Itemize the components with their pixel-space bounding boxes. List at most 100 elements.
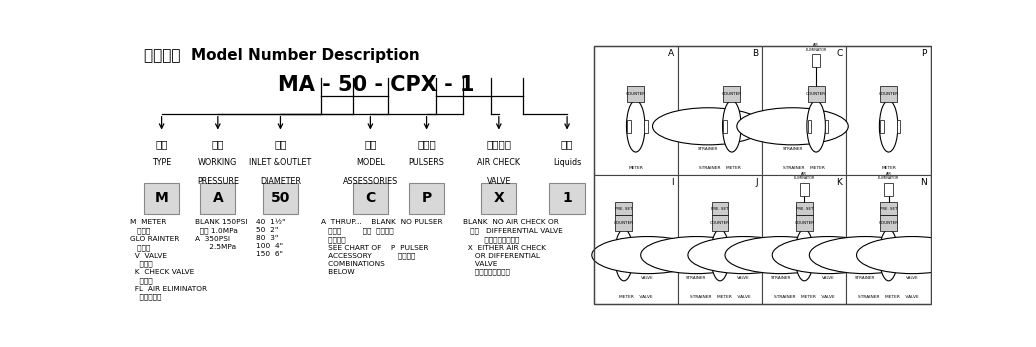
Text: 压力: 压力	[211, 139, 224, 149]
Text: M: M	[154, 191, 169, 205]
Text: A: A	[668, 49, 673, 58]
Text: STRAINER: STRAINER	[698, 147, 718, 151]
Bar	[796, 249, 800, 262]
Text: STRAINER    METER: STRAINER METER	[699, 167, 741, 170]
Bar	[678, 46, 762, 175]
Text: STRAINER    METER    VALVE: STRAINER METER VALVE	[774, 295, 835, 299]
Bar	[897, 120, 900, 133]
Text: M  METER
   流量计
GLO RAINTER
   过滤器
  V  VALVE
    双控阀
  K  CHECK VALVE
    止回阀
 : M METER 流量计 GLO RAINTER 过滤器 V VALVE 双控阀 …	[130, 219, 206, 301]
Bar	[800, 183, 808, 196]
Text: AIR
ELIMINATOR: AIR ELIMINATOR	[805, 43, 827, 52]
Circle shape	[857, 237, 968, 274]
Ellipse shape	[807, 101, 826, 152]
Text: 型号说明  Model Number Description: 型号说明 Model Number Description	[144, 48, 420, 63]
Bar	[594, 175, 678, 304]
Text: BLANK 150PSI
  空白 1.0MPa
A  350PSI
      2.5MPa: BLANK 150PSI 空白 1.0MPa A 350PSI 2.5MPa	[196, 219, 248, 250]
Text: MA - 50 - CPX - 1: MA - 50 - CPX - 1	[278, 75, 474, 95]
Text: VALVE: VALVE	[905, 276, 919, 280]
Text: INLET &OUTLET: INLET &OUTLET	[250, 158, 312, 167]
Text: PULSERS: PULSERS	[408, 158, 444, 167]
Text: Liquids: Liquids	[553, 158, 581, 167]
Text: 口径: 口径	[275, 139, 287, 149]
Text: COUNTER: COUNTER	[722, 92, 742, 96]
Text: TYPE: TYPE	[152, 158, 171, 167]
Circle shape	[653, 108, 764, 145]
Bar	[897, 249, 900, 262]
Text: WORKING: WORKING	[198, 158, 237, 167]
Bar	[628, 86, 644, 102]
Text: STRAINER    METER    VALVE: STRAINER METER VALVE	[858, 295, 919, 299]
Text: J: J	[755, 178, 758, 187]
Text: STRAINER: STRAINER	[855, 276, 875, 280]
Bar	[723, 86, 741, 102]
Bar	[881, 249, 884, 262]
Bar	[885, 183, 893, 196]
Text: X: X	[493, 191, 505, 205]
Text: VALVE: VALVE	[738, 276, 750, 280]
Circle shape	[640, 237, 752, 274]
Bar	[549, 183, 584, 214]
Text: COUNTER: COUNTER	[626, 92, 645, 96]
Ellipse shape	[722, 101, 741, 152]
Text: ASSESSORIES: ASSESSORIES	[343, 177, 398, 186]
Bar	[881, 120, 884, 133]
Text: C: C	[836, 49, 842, 58]
Circle shape	[772, 237, 884, 274]
Text: AIR
ELIMINATOR: AIR ELIMINATOR	[877, 172, 899, 180]
Text: A  THRUP...    BLANK  NO PULSER
   具体见         空白  无传感器
   附件列表
   SEE CHART OF : A THRUP... BLANK NO PULSER 具体见 空白 无传感器 附…	[320, 219, 442, 275]
Text: COUNTER: COUNTER	[614, 221, 634, 225]
Text: I: I	[671, 178, 673, 187]
Bar	[762, 175, 846, 304]
Text: PRE. SET: PRE. SET	[880, 206, 897, 211]
Bar	[615, 249, 618, 262]
Bar	[846, 46, 930, 175]
Text: N: N	[920, 178, 927, 187]
Text: VALVE: VALVE	[822, 276, 834, 280]
Text: VALVE: VALVE	[487, 177, 511, 186]
Text: AIR CHECK: AIR CHECK	[478, 158, 520, 167]
Text: P: P	[422, 191, 432, 205]
Ellipse shape	[711, 229, 729, 281]
Bar	[409, 183, 444, 214]
Circle shape	[592, 237, 703, 274]
Ellipse shape	[795, 229, 813, 281]
Bar	[263, 183, 298, 214]
Bar	[813, 249, 816, 262]
Text: STRAINER    METER: STRAINER METER	[783, 167, 826, 170]
Text: METER: METER	[882, 167, 896, 170]
Text: B: B	[752, 49, 758, 58]
Bar	[712, 202, 728, 215]
Bar	[615, 215, 632, 231]
Ellipse shape	[627, 101, 645, 152]
Text: A: A	[212, 191, 223, 205]
Text: MODEL: MODEL	[356, 158, 384, 167]
Bar	[796, 215, 813, 231]
Text: STRAINER: STRAINER	[686, 276, 707, 280]
Bar	[808, 120, 811, 133]
Text: K: K	[837, 178, 842, 187]
Text: 介质: 介质	[560, 139, 573, 149]
Bar	[812, 54, 821, 67]
Text: BLANK  NO AIR CHECK OR
   空白   DIFFERENTIAL VALVE
         无止回阀或差压阀
  X  EITHER : BLANK NO AIR CHECK OR 空白 DIFFERENTIAL VA…	[463, 219, 563, 275]
Bar	[881, 215, 897, 231]
Text: P: P	[921, 49, 927, 58]
Bar	[594, 46, 930, 304]
Bar	[644, 120, 648, 133]
Circle shape	[809, 237, 921, 274]
Bar	[632, 249, 636, 262]
Bar	[352, 183, 388, 214]
Circle shape	[725, 237, 836, 274]
Text: C: C	[366, 191, 375, 205]
Text: STRAINER: STRAINER	[782, 147, 803, 151]
Text: STRAINER: STRAINER	[771, 276, 790, 280]
Bar	[712, 249, 715, 262]
Bar	[825, 120, 828, 133]
Bar	[808, 86, 825, 102]
Bar	[846, 175, 930, 304]
Ellipse shape	[880, 101, 898, 152]
Bar	[144, 183, 179, 214]
Text: PRE. SET: PRE. SET	[712, 206, 728, 211]
Bar	[796, 202, 813, 215]
Bar	[881, 86, 897, 102]
Bar	[481, 183, 517, 214]
